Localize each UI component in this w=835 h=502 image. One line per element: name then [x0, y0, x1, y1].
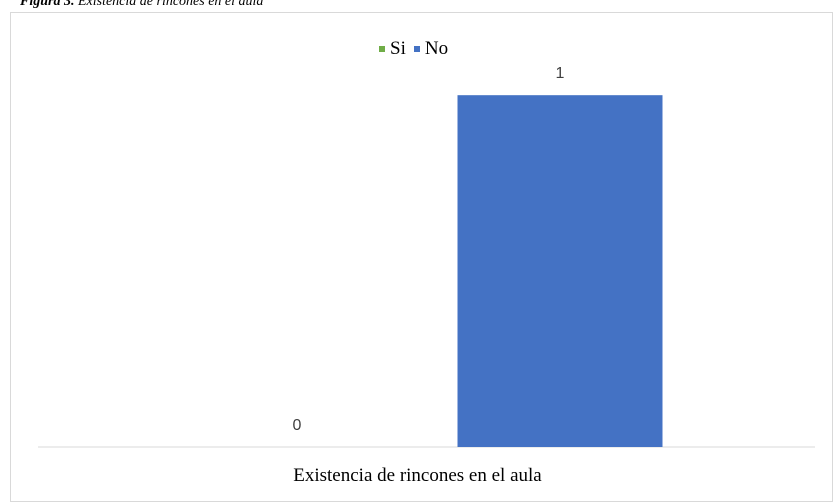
data-label-no: 1 [556, 65, 565, 82]
legend-swatch-no [413, 46, 420, 52]
chart-legend: Si No [379, 38, 448, 60]
bar-no [457, 95, 663, 447]
chart-area [10, 12, 833, 502]
legend-label-no: No [424, 38, 449, 59]
legend-swatch-si [379, 46, 385, 52]
legend-item-si: Si [379, 38, 406, 60]
x-axis-category-label: Existencia de rincones en el aula [293, 465, 542, 486]
legend-item-no: No [413, 38, 449, 60]
legend-label-si: Si [390, 38, 406, 59]
figure-number: Figura 3. [20, 0, 75, 9]
data-label-si: 0 [293, 417, 302, 434]
figure-caption: Figura 3. Existencia de rincones en el a… [20, 0, 263, 10]
figure-title: Existencia de rincones en el aula [77, 0, 264, 9]
